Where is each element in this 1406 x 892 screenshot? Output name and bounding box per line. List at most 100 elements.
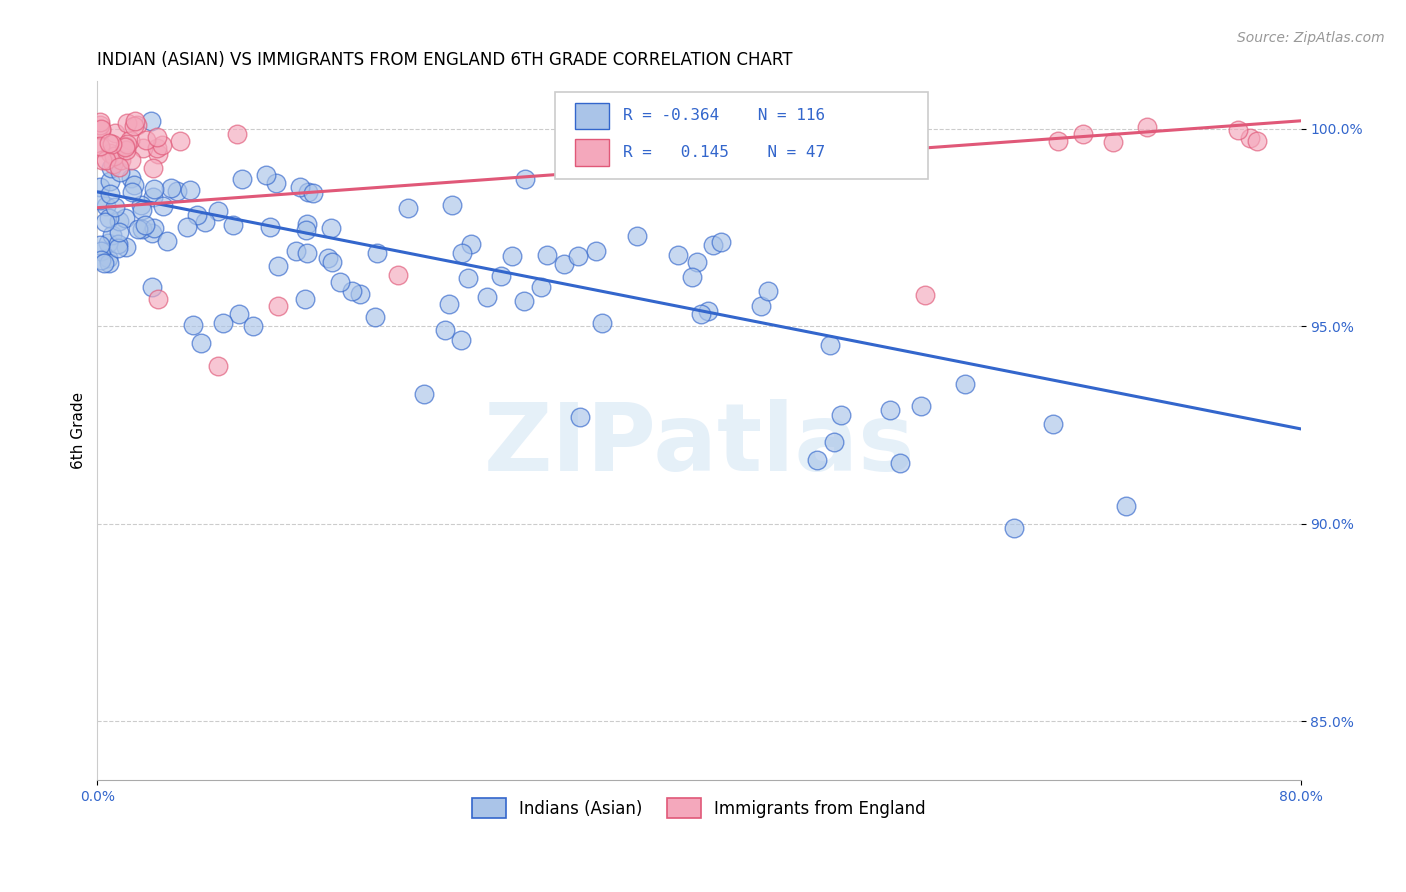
Point — [681, 270, 703, 285]
Point — [910, 399, 932, 413]
Point — [127, 222, 149, 236]
Point — [568, 410, 591, 425]
Point — [96, 251, 118, 265]
Point — [108, 165, 131, 179]
Point — [190, 336, 212, 351]
Bar — [575, 103, 609, 129]
Point — [226, 127, 249, 141]
Point — [107, 237, 129, 252]
Point — [108, 160, 131, 174]
Point — [118, 133, 141, 147]
Point — [690, 308, 713, 322]
Point — [186, 208, 208, 222]
Point — [513, 293, 536, 308]
Point — [194, 215, 217, 229]
Point — [160, 180, 183, 194]
Point — [288, 180, 311, 194]
Point — [231, 172, 253, 186]
Point — [475, 290, 498, 304]
Point — [132, 141, 155, 155]
Point — [592, 316, 614, 330]
Point — [1102, 135, 1125, 149]
Point — [169, 134, 191, 148]
Point — [513, 171, 536, 186]
Point — [1042, 417, 1064, 431]
Point — [134, 219, 156, 233]
Point — [830, 409, 852, 423]
Point — [142, 190, 165, 204]
Point — [98, 136, 121, 150]
Point — [316, 251, 339, 265]
Point — [89, 118, 111, 132]
Point — [141, 113, 163, 128]
Point — [321, 254, 343, 268]
Point — [626, 228, 648, 243]
Point — [141, 279, 163, 293]
Point — [89, 180, 111, 194]
Point — [98, 187, 121, 202]
Point — [101, 136, 124, 151]
Point — [98, 146, 121, 161]
Point — [439, 297, 461, 311]
FancyBboxPatch shape — [554, 92, 928, 179]
Point — [450, 334, 472, 348]
Point — [120, 171, 142, 186]
Point — [115, 136, 138, 151]
Point — [143, 182, 166, 196]
Point — [297, 185, 319, 199]
Point — [889, 456, 911, 470]
Point — [98, 256, 121, 270]
Point — [90, 253, 112, 268]
Point — [146, 146, 169, 161]
Point — [110, 153, 132, 168]
Point — [100, 161, 122, 176]
Point — [94, 215, 117, 229]
Point — [176, 220, 198, 235]
Point — [150, 137, 173, 152]
Point — [114, 211, 136, 225]
Point — [108, 226, 131, 240]
Point — [156, 234, 179, 248]
Point — [567, 249, 589, 263]
Point — [146, 129, 169, 144]
Point — [207, 359, 229, 373]
Point — [101, 156, 124, 170]
Point — [179, 184, 201, 198]
Point — [879, 403, 901, 417]
Y-axis label: 6th Grade: 6th Grade — [72, 392, 86, 469]
Point — [914, 287, 936, 301]
Point — [129, 198, 152, 212]
Point — [96, 199, 118, 213]
Point — [114, 138, 136, 153]
Point — [125, 118, 148, 132]
Point — [120, 153, 142, 167]
Point — [349, 286, 371, 301]
Point — [364, 310, 387, 325]
Point — [366, 246, 388, 260]
Point — [89, 193, 111, 207]
Point — [142, 221, 165, 235]
Point — [387, 268, 409, 282]
Point — [396, 201, 419, 215]
Point — [267, 300, 290, 314]
Point — [207, 204, 229, 219]
Point — [93, 256, 115, 270]
Point — [749, 299, 772, 313]
Bar — [575, 139, 609, 166]
Point — [756, 285, 779, 299]
Point — [460, 237, 482, 252]
Point — [301, 186, 323, 201]
Point — [450, 246, 472, 260]
Point — [433, 322, 456, 336]
Point — [90, 121, 112, 136]
Point — [585, 244, 607, 258]
Text: Source: ZipAtlas.com: Source: ZipAtlas.com — [1237, 31, 1385, 45]
Point — [124, 113, 146, 128]
Point — [103, 148, 125, 162]
Point — [666, 247, 689, 261]
Point — [1239, 131, 1261, 145]
Point — [697, 303, 720, 318]
Point — [107, 241, 129, 255]
Point — [228, 307, 250, 321]
Text: INDIAN (ASIAN) VS IMMIGRANTS FROM ENGLAND 6TH GRADE CORRELATION CHART: INDIAN (ASIAN) VS IMMIGRANTS FROM ENGLAN… — [97, 51, 793, 69]
